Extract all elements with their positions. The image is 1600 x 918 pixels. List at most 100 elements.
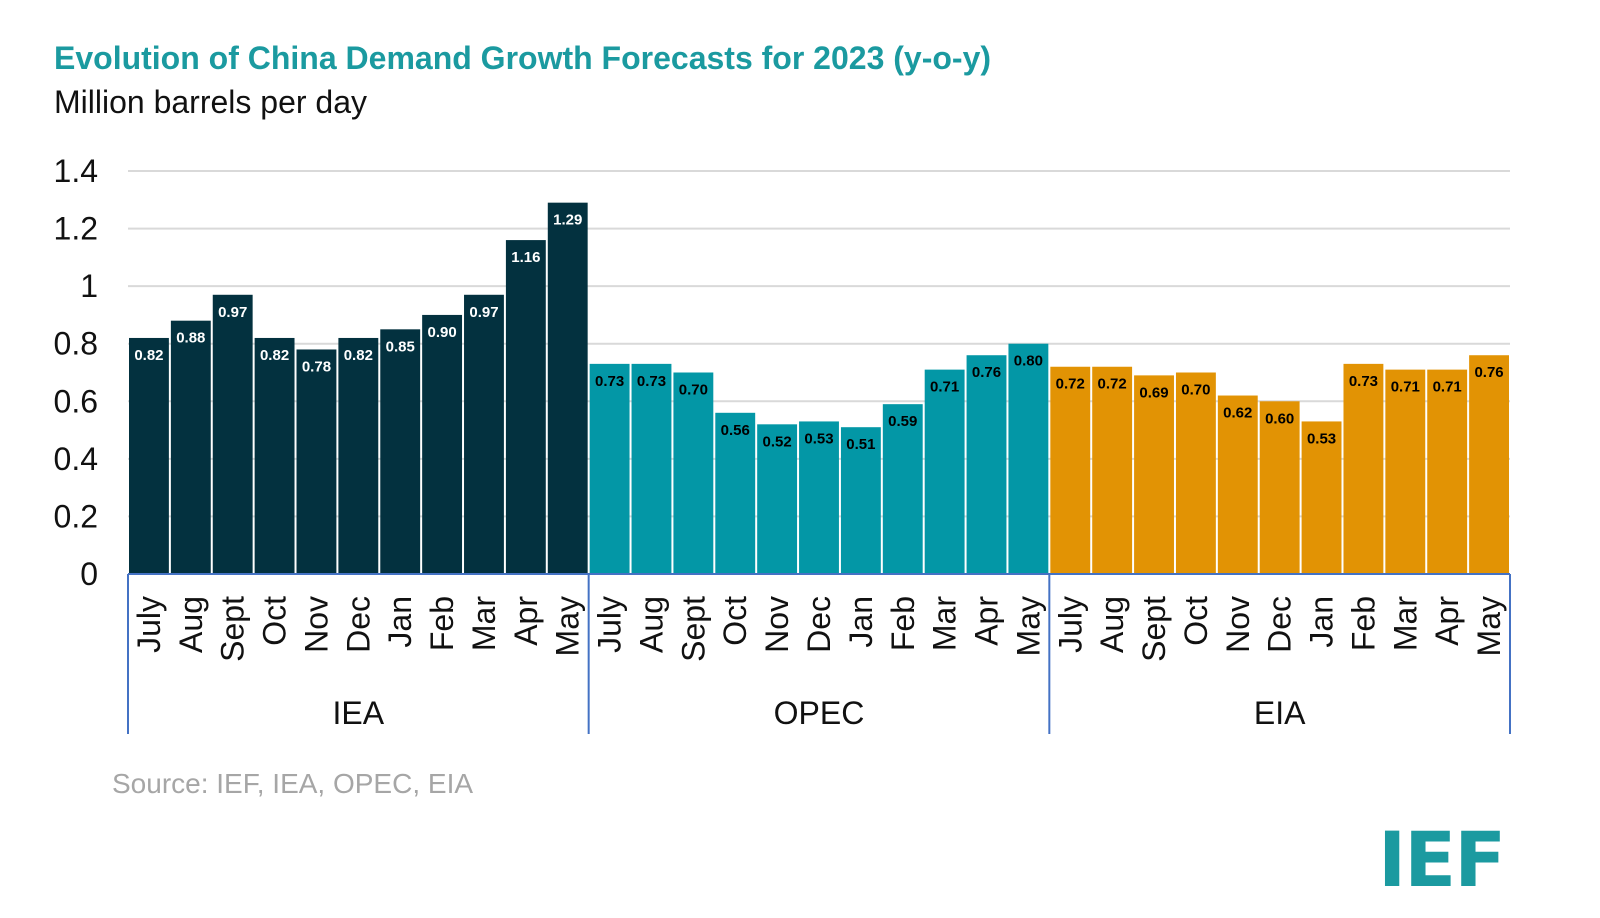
bar <box>505 240 546 575</box>
data-label: 0.78 <box>302 358 331 375</box>
data-label: 1.16 <box>511 249 540 266</box>
bar <box>170 320 211 574</box>
y-tick-label: 0.2 <box>54 498 98 534</box>
chart-subtitle: Million barrels per day <box>54 84 368 120</box>
bar <box>1469 355 1509 574</box>
group-label: OPEC <box>774 695 865 731</box>
data-label: 0.73 <box>595 373 624 390</box>
data-label: 0.73 <box>1349 373 1378 390</box>
data-label: 0.73 <box>637 373 666 390</box>
x-tick-label: Dec <box>801 596 837 653</box>
data-label: 0.80 <box>1014 353 1043 370</box>
bar <box>254 337 295 574</box>
bar <box>966 355 1007 574</box>
bar <box>1259 401 1300 574</box>
bar <box>673 372 714 574</box>
data-label: 0.52 <box>763 433 792 450</box>
x-tick-label: Apr <box>508 596 544 646</box>
data-label: 0.71 <box>930 379 959 396</box>
bar <box>296 349 337 574</box>
bar <box>757 424 798 574</box>
group-label: IEA <box>333 695 385 731</box>
data-label: 0.97 <box>469 304 498 321</box>
data-label: 0.71 <box>1433 379 1462 396</box>
bar <box>1092 366 1133 574</box>
bar <box>882 404 923 574</box>
bar <box>212 294 253 574</box>
x-tick-label: Sept <box>675 596 711 662</box>
y-tick-label: 0.6 <box>54 383 98 419</box>
x-tick-label: Sept <box>1136 596 1172 662</box>
x-tick-label: Feb <box>885 596 921 651</box>
bar <box>715 412 756 574</box>
data-label: 0.88 <box>176 330 205 347</box>
data-label: 0.51 <box>846 436 875 453</box>
group-label: EIA <box>1254 695 1306 731</box>
x-tick-label: Feb <box>1345 596 1381 651</box>
x-tick-label: Jan <box>843 596 879 648</box>
x-tick-label: May <box>550 596 586 656</box>
x-tick-label: Mar <box>927 596 963 651</box>
x-tick-label: Jan <box>382 596 418 648</box>
bar <box>1008 343 1049 574</box>
bar <box>1134 375 1174 574</box>
bar <box>1301 421 1342 574</box>
x-tick-label: Mar <box>466 596 502 651</box>
bar <box>1343 363 1384 574</box>
data-label: 0.76 <box>972 364 1001 381</box>
bar <box>589 363 630 574</box>
bar <box>338 337 379 574</box>
x-tick-label: Oct <box>257 596 293 646</box>
bar <box>1175 372 1216 574</box>
bar <box>464 294 504 574</box>
bar <box>924 369 965 574</box>
chart-title: Evolution of China Demand Growth Forecas… <box>54 40 992 76</box>
bar <box>799 421 839 574</box>
data-label: 0.90 <box>427 324 456 341</box>
x-tick-label: July <box>592 596 628 653</box>
x-tick-label: Feb <box>424 596 460 651</box>
x-tick-label: Aug <box>1094 596 1130 653</box>
data-label: 0.76 <box>1474 364 1503 381</box>
y-tick-label: 1 <box>80 268 98 304</box>
bar <box>129 337 169 574</box>
y-tick-label: 0 <box>80 556 98 592</box>
x-tick-label: Aug <box>173 596 209 653</box>
bar <box>840 427 881 574</box>
bar <box>1050 366 1091 574</box>
data-label: 0.62 <box>1223 405 1252 422</box>
data-label: 0.70 <box>679 382 708 399</box>
data-label: 0.60 <box>1265 410 1294 427</box>
bar <box>380 329 421 574</box>
data-label: 0.70 <box>1181 382 1210 399</box>
x-tick-label: Nov <box>1220 596 1256 653</box>
x-tick-label: Oct <box>1178 596 1214 646</box>
x-tick-label: Mar <box>1387 596 1423 651</box>
data-label: 0.82 <box>134 347 163 364</box>
data-label: 0.82 <box>260 347 289 364</box>
bar <box>1217 395 1258 574</box>
source-note: Source: IEF, IEA, OPEC, EIA <box>112 768 474 799</box>
x-tick-label: Dec <box>340 596 376 653</box>
x-tick-label: Apr <box>969 596 1005 646</box>
data-label: 0.72 <box>1098 376 1127 393</box>
x-tick-label: Dec <box>1262 596 1298 653</box>
data-label: 0.85 <box>386 338 415 355</box>
bar <box>1385 369 1426 574</box>
bar <box>1427 369 1468 574</box>
bar <box>422 314 463 574</box>
x-tick-label: May <box>1471 596 1507 656</box>
data-label: 0.56 <box>721 422 750 439</box>
data-label: 1.29 <box>553 212 582 229</box>
y-tick-label: 1.4 <box>54 153 98 189</box>
data-label: 0.59 <box>888 413 917 430</box>
bar <box>547 202 588 574</box>
x-tick-label: Jan <box>1304 596 1340 648</box>
data-label: 0.97 <box>218 304 247 321</box>
x-tick-label: May <box>1010 596 1046 656</box>
x-tick-label: Sept <box>215 596 251 662</box>
x-tick-label: July <box>131 596 167 653</box>
data-label: 0.72 <box>1056 376 1085 393</box>
x-tick-label: Aug <box>633 596 669 653</box>
